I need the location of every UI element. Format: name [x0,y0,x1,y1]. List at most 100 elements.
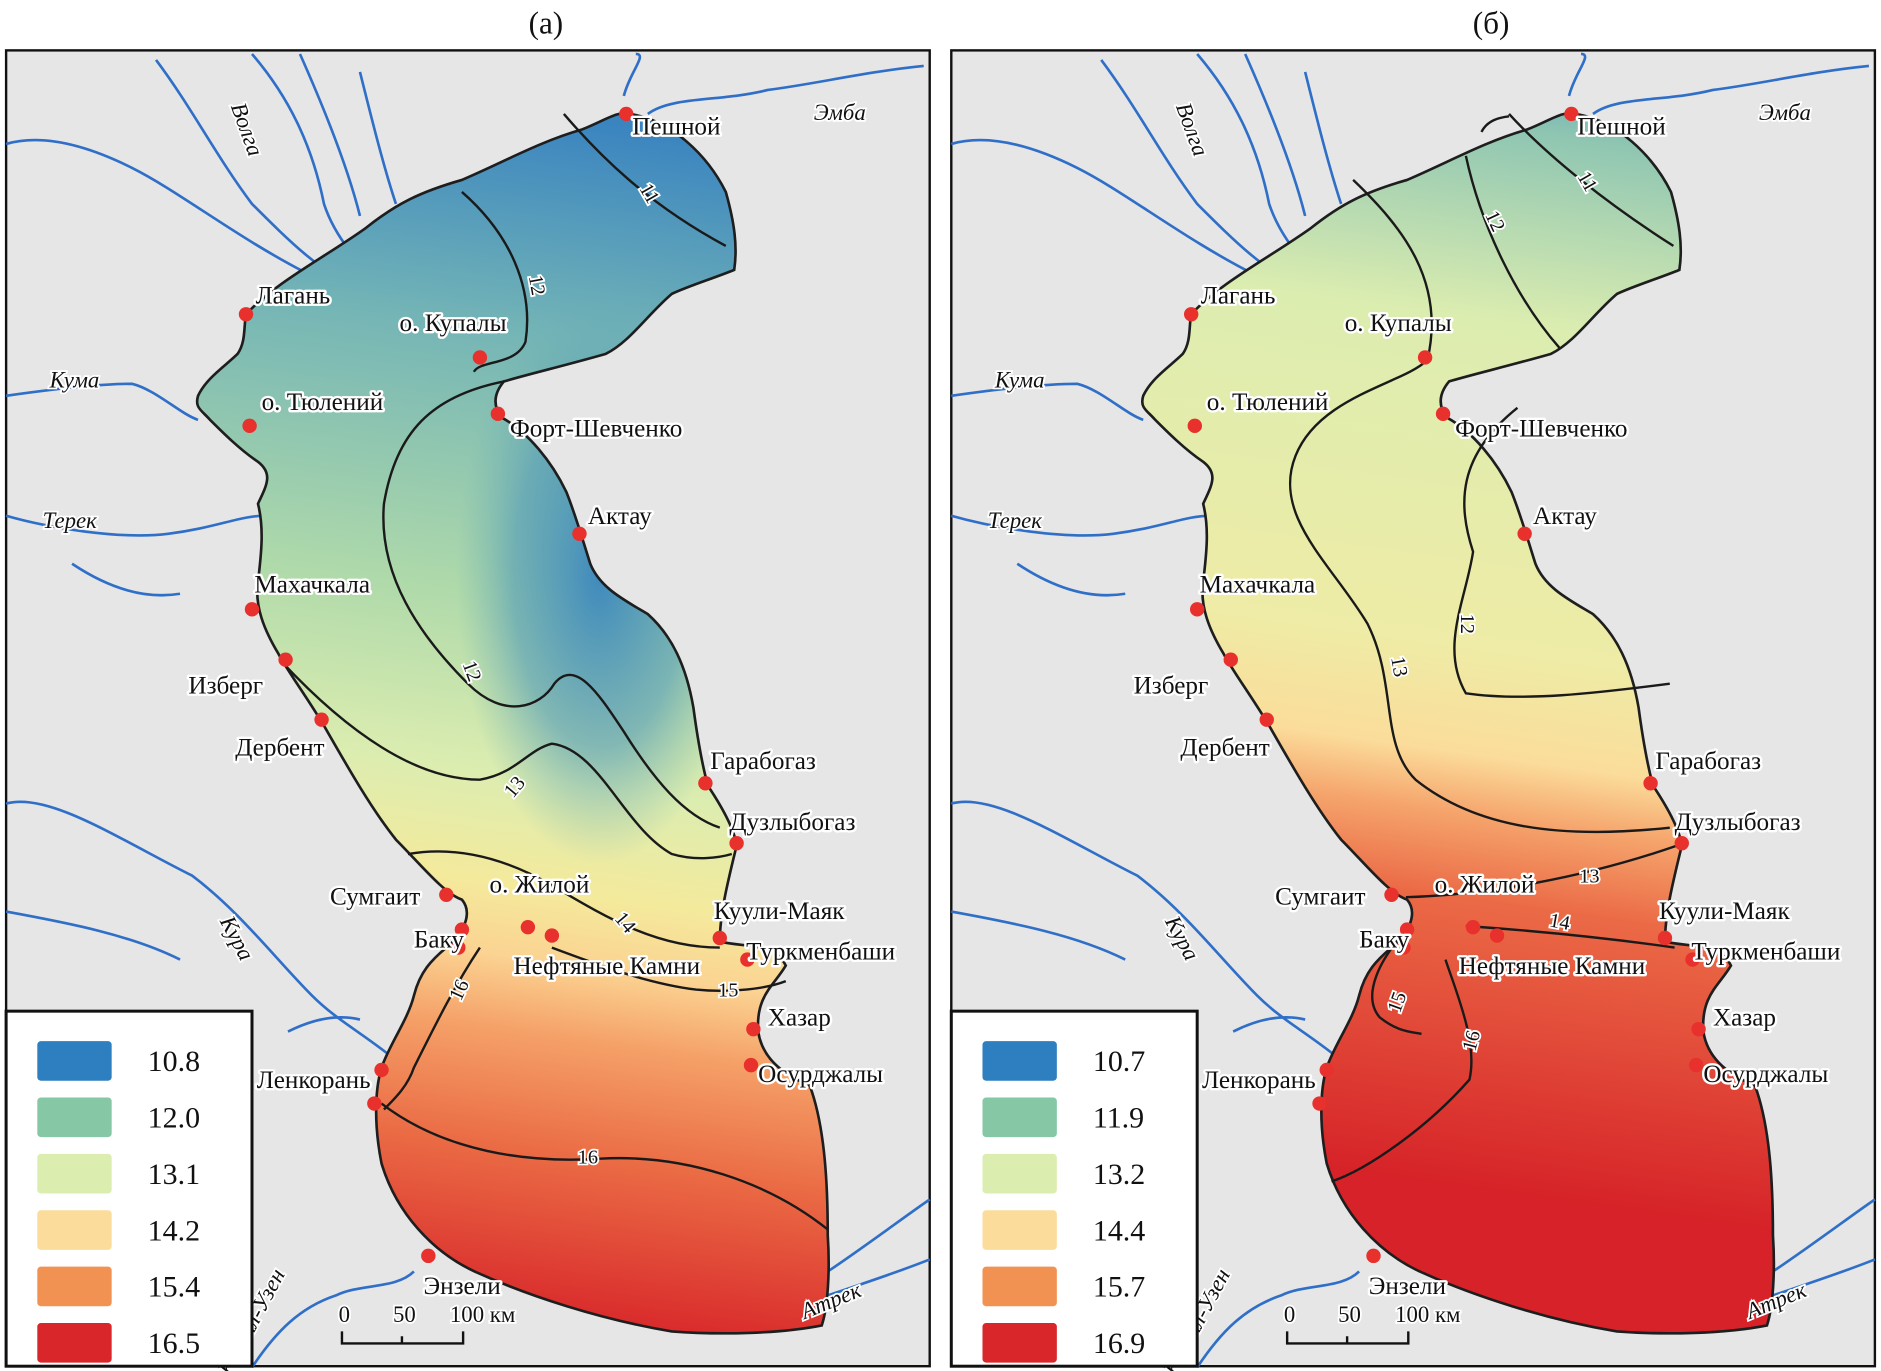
city-marker-group: Нефтяные Камни [1456,919,1648,982]
city-marker-dot [520,919,536,935]
city-marker-dot [1685,952,1700,967]
legend-value: 15.7 [1093,1271,1145,1304]
city-marker-group: Изберг [1131,652,1238,702]
city-label: Дербент [1180,735,1269,762]
legend-value: 10.8 [148,1045,200,1078]
legend-swatch [982,1210,1057,1250]
city-label: Сумгаит [330,883,420,910]
city-marker-dot [1465,919,1481,935]
city-label: Дузлыбогаз [1675,809,1801,836]
city-marker-dot [314,712,329,727]
legend: 10.8 12.0 13.1 14.2 15.4 16.5 [4,1009,254,1368]
city-marker-group: Лагань [1183,280,1278,322]
city-marker-dot [242,418,257,434]
river-line [1196,1270,1361,1369]
city-marker-dot [472,350,488,365]
city-marker-group: Ленкорань [254,1062,389,1111]
legend-swatch [37,1153,112,1194]
isotherm-label: 13 [1386,655,1411,679]
isotherm-line [1331,959,1473,1183]
city-marker-group: Дузлыбогаз [1672,807,1803,851]
city-label: Баку [1359,927,1409,954]
river-line [250,1270,415,1369]
city-label: Изберг [1134,672,1209,699]
scale-label-zero: 0 [1284,1302,1295,1327]
city-marker-group: Дербент [1178,712,1274,764]
city-marker-dot [1517,526,1532,541]
city-label: о. Тюлений [1207,389,1329,416]
city-marker-group: Актау [1517,501,1600,541]
isotherm-line [1480,115,1510,133]
scale-label-end: 100 км [1395,1302,1460,1327]
city-marker-group: Пешной [1564,106,1668,143]
river-line [827,1198,931,1297]
city-label: Актау [588,503,652,530]
city-label: Хазар [768,1005,831,1032]
city-marker-dot [746,1021,761,1037]
legend-swatch [37,1210,112,1250]
city-marker-dot [1643,776,1658,791]
isotherm-line [1453,406,1670,698]
city-marker-dot [1183,307,1199,322]
city-marker-group: о. Жилой [1432,869,1537,901]
legend-swatch [37,1266,112,1307]
city-label: Махачкала [254,572,370,599]
isotherm-line [562,113,727,247]
isotherm-line [1288,179,1670,834]
river-line [5,53,398,290]
legend-value: 11.9 [1093,1102,1144,1135]
city-marker-dot [1366,1248,1381,1264]
city-label: Энзели [1369,1273,1446,1300]
isotherm-line [551,946,787,992]
city-marker-dot [572,526,587,541]
city-marker-group: Туркменбаши [740,936,898,968]
city-marker-dot [1187,418,1202,434]
city-label: Гарабогаз [710,748,816,775]
city-label: Пешной [632,113,720,140]
legend-value: 15.4 [148,1271,200,1304]
river-line [5,800,391,1057]
river-label: Эмба [814,100,866,125]
city-marker-dot [1691,1021,1706,1037]
legend-swatch [982,1153,1057,1194]
city-marker-group: Ленкорань [1200,1062,1334,1111]
city-marker-dot [1223,652,1238,667]
city-label: Пешной [1577,113,1665,140]
city-label: о. Тюлений [262,389,384,416]
city-marker-group: Махачкала [1189,569,1318,617]
scale-bar: 0 50 100 км [337,1300,517,1345]
river-line [950,53,1343,290]
river-line [950,514,1210,597]
city-marker-dot [1384,887,1399,903]
city-label: о. Жилой [489,871,589,898]
river-line [950,800,1336,1057]
river-line [1772,1198,1876,1297]
scale-bar: 0 50 100 км [1282,1300,1462,1345]
river-label: Кума [49,367,100,392]
city-marker-group: Энзели [421,1248,503,1303]
city-marker-group: Туркменбаши [1685,936,1843,968]
city-marker-group: Форт-Шевченко [1435,406,1630,445]
river-label: Кума [994,367,1045,392]
city-marker-group: Лагань [238,280,333,322]
city-marker-dot [544,928,560,943]
city-marker-dot [1435,406,1451,422]
city-marker-group: Гарабогаз [1643,745,1764,791]
city-marker-dot [1319,1062,1334,1078]
isotherm-label: 12 [524,273,549,297]
city-marker-dot [619,106,634,122]
river-line [5,382,199,422]
panel-a-title: (a) [529,6,564,41]
city-label: Куули-Маяк [1659,898,1791,925]
city-label: Ленкорань [257,1067,371,1094]
city-label: Энзели [424,1273,501,1300]
city-marker-group: Дузлыбогаз [727,807,858,851]
city-label: Форт-Шевченко [1455,416,1627,443]
city-marker-group: Хазар [1691,1002,1778,1037]
scale-bar-line [340,1331,465,1345]
legend-swatch [982,1041,1057,1081]
legend-swatch [982,1097,1057,1138]
city-marker-dot [451,940,466,955]
city-marker-group: о. Тюлений [242,387,386,434]
isotherm-label: 13 [1579,866,1599,888]
